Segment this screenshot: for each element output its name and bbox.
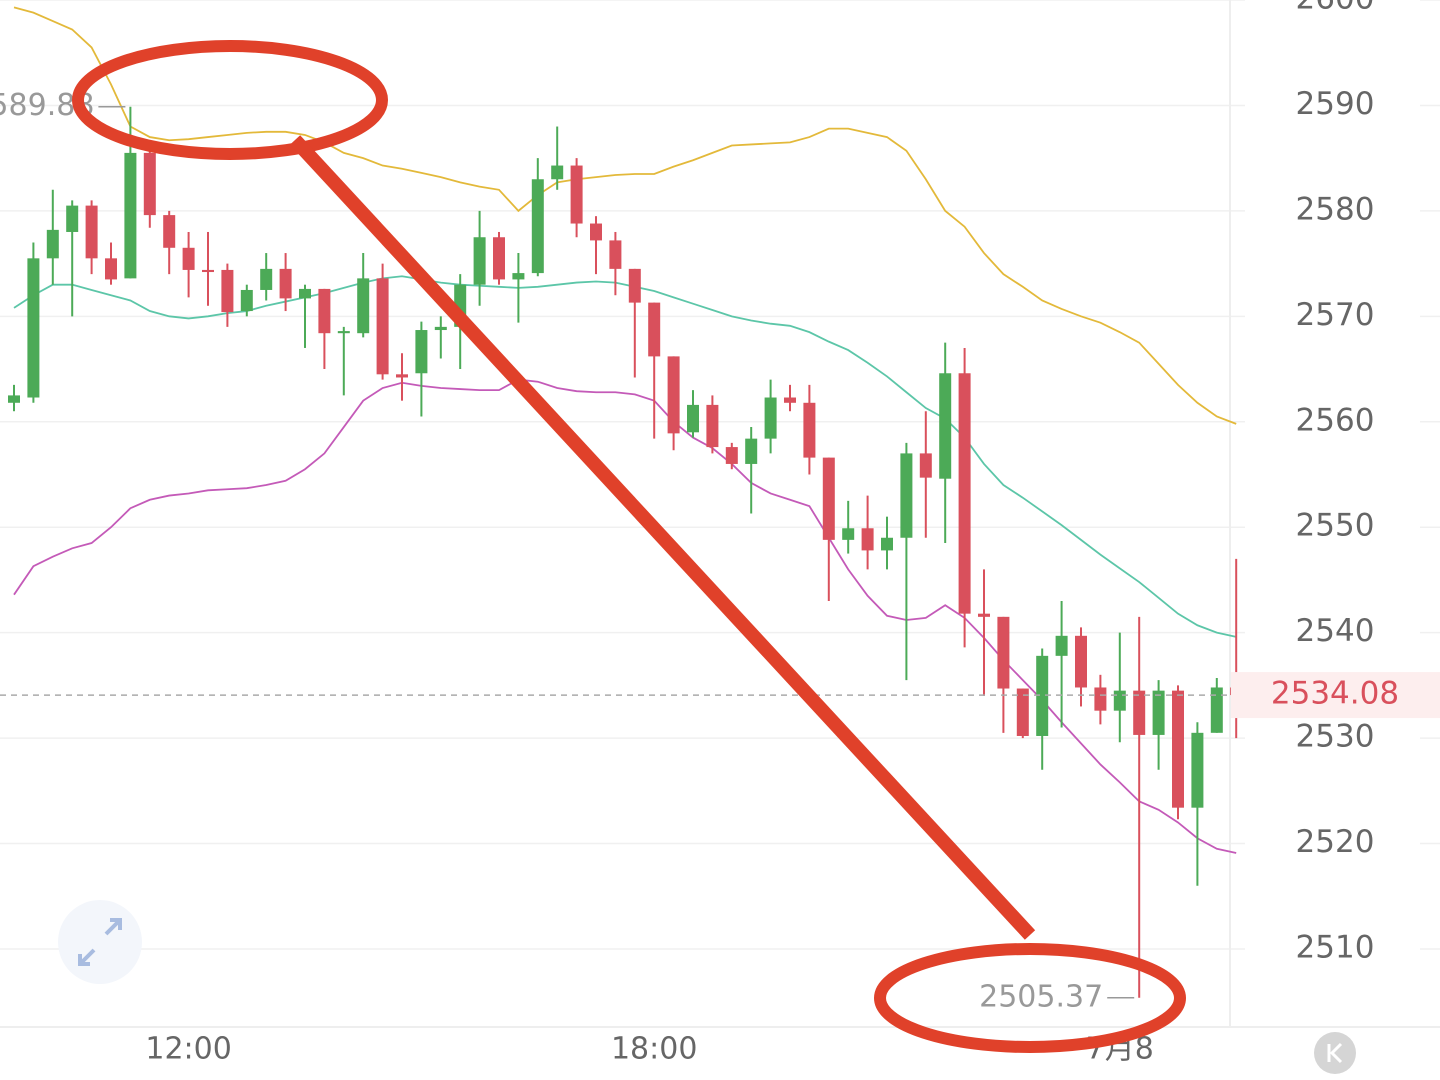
candle-body — [919, 453, 932, 478]
candle-body — [1210, 687, 1223, 733]
candle-body — [648, 302, 661, 357]
expand-button[interactable] — [58, 900, 142, 984]
band-line — [13, 6, 1237, 425]
candle-body — [1055, 635, 1068, 656]
y-tick-label: 2580 — [1296, 191, 1375, 227]
candle-body — [1113, 690, 1126, 711]
candle-body — [182, 247, 195, 270]
arrow-line — [289, 135, 1036, 940]
candle-body — [1172, 690, 1184, 808]
candle-body — [570, 165, 583, 224]
expand-icon[interactable] — [78, 918, 122, 966]
candle-body — [512, 273, 525, 280]
candle-body — [551, 165, 564, 180]
candle-body — [66, 205, 79, 232]
band-line — [13, 275, 1237, 638]
candle-body — [376, 278, 389, 375]
candle-body — [1094, 687, 1107, 711]
candle-body — [260, 268, 273, 290]
candle-body — [784, 397, 796, 403]
candle-body — [202, 269, 214, 273]
annotation — [72, 40, 1186, 1053]
price-box — [1231, 672, 1440, 719]
candle-body — [434, 326, 447, 331]
candle-body — [997, 616, 1010, 689]
candle-body — [396, 374, 408, 378]
candle-body — [1075, 635, 1087, 688]
k-button[interactable] — [1314, 1032, 1356, 1074]
candle-body — [27, 258, 40, 398]
y-tick-label: 2570 — [1296, 297, 1375, 333]
bands — [13, 6, 1237, 854]
candle-body — [958, 373, 971, 614]
candle-body — [881, 537, 893, 551]
candle-body — [240, 289, 253, 312]
candle-body — [803, 402, 816, 458]
candle-body — [861, 528, 874, 551]
band-line — [13, 378, 1237, 854]
price-label: 2534.08 — [1271, 676, 1399, 712]
candle-body — [764, 397, 777, 439]
candle-body — [124, 152, 137, 279]
highlight-circle — [874, 943, 1186, 1053]
candle-body — [939, 373, 952, 479]
candle-body — [667, 356, 680, 434]
candle-body — [415, 330, 428, 374]
candle-body — [163, 215, 176, 248]
y-tick-label: 2510 — [1296, 929, 1375, 965]
candle-body — [318, 288, 331, 334]
candle-body — [473, 237, 486, 285]
x-tick-label: 12:00 — [145, 1032, 231, 1067]
grid — [0, 0, 1440, 950]
candle-body — [1036, 655, 1049, 736]
highlight-circle — [72, 40, 388, 160]
y-tick-label: 2520 — [1296, 824, 1375, 860]
y-tick-label: 2540 — [1296, 613, 1375, 649]
y-tick-label: 2600 — [1296, 0, 1375, 17]
candle-body — [279, 268, 292, 299]
y-tick-label: 2560 — [1296, 402, 1375, 438]
k-icon[interactable] — [1327, 1042, 1343, 1064]
candle-body — [822, 457, 835, 540]
candle-body — [221, 269, 234, 313]
candle-body — [842, 528, 855, 540]
candle-body — [1152, 690, 1165, 735]
candle-body — [1016, 688, 1029, 736]
candle-body — [493, 237, 505, 280]
min-label: 2505.37 — [979, 979, 1103, 1014]
candle-body — [531, 179, 544, 274]
y-tick-label: 2530 — [1296, 719, 1375, 755]
candles — [8, 106, 1243, 998]
candle-body — [978, 613, 990, 617]
candle-body — [337, 331, 350, 334]
expand-bg[interactable] — [58, 900, 142, 984]
candle-body — [143, 152, 156, 216]
candle-body — [105, 258, 117, 280]
candle-body — [725, 447, 738, 464]
candle-body — [900, 453, 913, 538]
candle-body — [357, 278, 370, 334]
candle-body — [745, 438, 758, 464]
candle-body — [299, 288, 311, 299]
candle-body — [628, 268, 641, 303]
candle-body — [1133, 690, 1146, 735]
candle-body — [590, 223, 602, 241]
y-tick-label: 2550 — [1296, 508, 1375, 544]
x-tick-label: 18:00 — [611, 1032, 697, 1067]
candle-body — [85, 205, 98, 259]
candle-body — [8, 395, 20, 403]
candle-body — [687, 404, 699, 433]
candle-body — [609, 240, 622, 269]
candle-body — [1191, 732, 1204, 808]
y-tick-label: 2590 — [1296, 86, 1375, 122]
candle-body — [706, 404, 719, 448]
k-bg[interactable] — [1314, 1032, 1356, 1074]
candle-body — [46, 229, 59, 259]
